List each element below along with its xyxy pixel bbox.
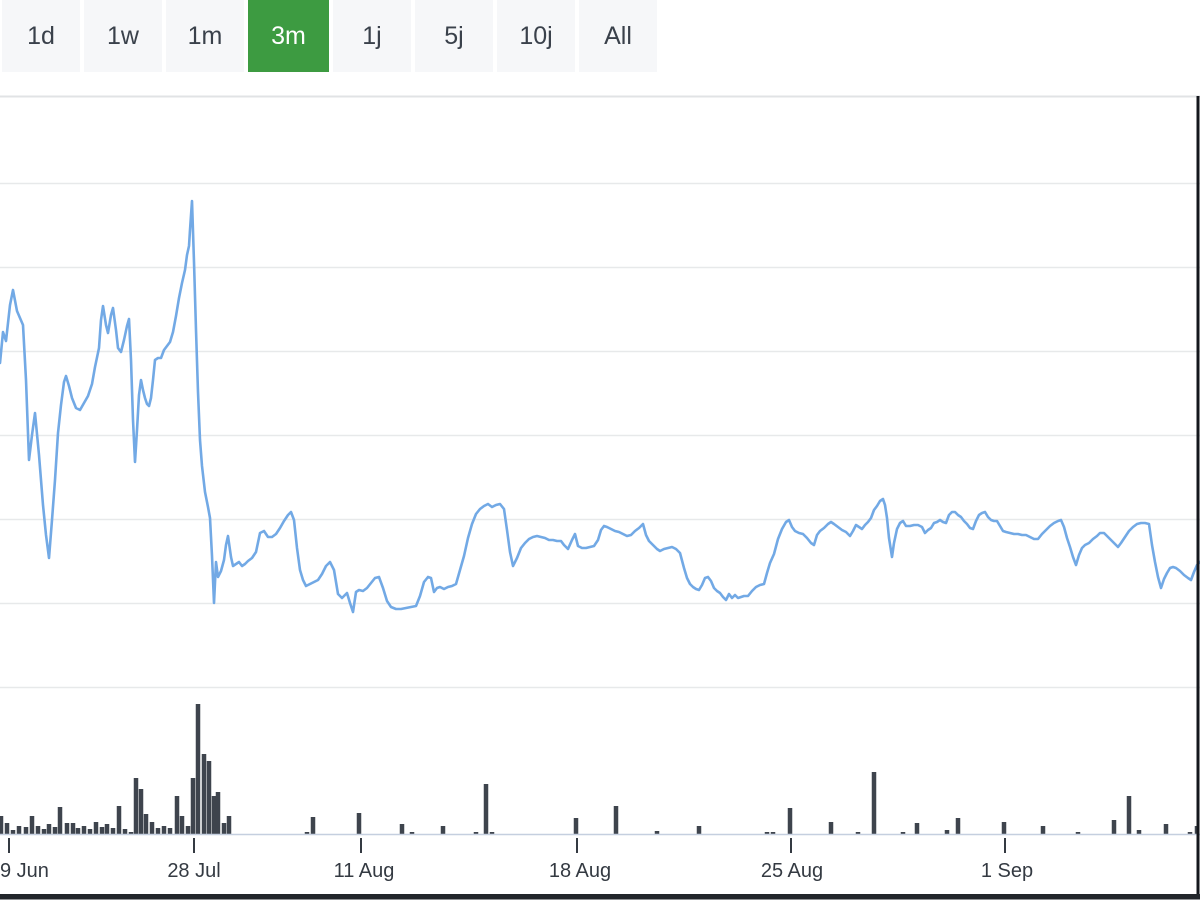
- volume-bar: [399, 824, 405, 834]
- volume-bar: [304, 832, 310, 834]
- volume-bar: [1136, 830, 1142, 834]
- volume-bar: [46, 824, 52, 834]
- volume-bar: [696, 826, 702, 834]
- x-axis-label: 1 Sep: [981, 860, 1033, 882]
- volume-bar: [215, 792, 221, 834]
- range-button-1j[interactable]: 1j: [333, 0, 411, 72]
- x-axis-label: 11 Aug: [334, 860, 395, 882]
- volume-bar: [1187, 832, 1193, 834]
- volume-bar: [914, 823, 920, 834]
- x-axis-label: 9 Jun: [0, 860, 49, 882]
- volume-bar: [133, 778, 139, 834]
- volume-bar: [201, 754, 207, 834]
- volume-bar: [226, 816, 232, 834]
- volume-bar: [1001, 822, 1007, 834]
- price-line: [0, 199, 1200, 614]
- volume-bar: [855, 832, 861, 834]
- volume-bar: [185, 826, 191, 834]
- volume-bar: [87, 829, 93, 834]
- volume-bar: [93, 822, 99, 834]
- volume-bar: [211, 796, 217, 834]
- volume-bar: [143, 814, 149, 834]
- volume-bar: [75, 828, 81, 834]
- range-button-1w[interactable]: 1w: [84, 0, 162, 72]
- volume-bar: [1111, 820, 1117, 834]
- range-button-3m[interactable]: 3m: [248, 0, 329, 72]
- volume-bar: [770, 832, 776, 834]
- volume-bar: [116, 806, 122, 834]
- volume-bar: [473, 832, 479, 834]
- volume-bar: [0, 816, 4, 834]
- volume-bar: [440, 826, 446, 834]
- volume-bar: [900, 832, 906, 834]
- volume-bar: [483, 784, 489, 834]
- volume-bar: [1040, 826, 1046, 834]
- volume-bar: [654, 831, 660, 834]
- volume-bar: [195, 704, 201, 834]
- bottom-bar: [0, 894, 1200, 900]
- range-button-10j[interactable]: 10j: [497, 0, 575, 72]
- volume-bar: [70, 823, 76, 834]
- volume-bar: [828, 822, 834, 834]
- volume-bar: [944, 830, 950, 834]
- volume-bar: [41, 829, 47, 834]
- volume-bar: [310, 817, 316, 834]
- volume-bar: [29, 816, 35, 834]
- volume-bar: [4, 823, 10, 834]
- volume-bar: [1163, 824, 1169, 834]
- range-button-5j[interactable]: 5j: [415, 0, 493, 72]
- volume-bar: [787, 808, 793, 834]
- volume-bar: [149, 822, 155, 834]
- volume-bar: [138, 789, 144, 834]
- x-axis-label: 28 Jul: [167, 860, 220, 882]
- volume-bar: [128, 832, 134, 834]
- volume-bar: [110, 828, 116, 834]
- x-axis-label: 18 Aug: [549, 860, 611, 882]
- volume-bar: [613, 806, 619, 834]
- volume-bar: [155, 828, 161, 834]
- volume-bar: [1075, 832, 1081, 834]
- volume-bar: [356, 813, 362, 834]
- volume-bar: [52, 827, 58, 834]
- volume-bar: [190, 778, 196, 834]
- range-selector: 1d 1w 1m 3m 1j 5j 10j All: [2, 0, 657, 72]
- volume-bar: [409, 832, 415, 834]
- volume-bar: [573, 818, 579, 834]
- volume-bar: [174, 796, 180, 834]
- volume-bar: [104, 824, 110, 834]
- volume-bar: [764, 832, 770, 834]
- volume-bar: [99, 827, 105, 834]
- volume-bar: [16, 826, 22, 834]
- volume-bar: [489, 832, 495, 834]
- volume-bar: [871, 772, 877, 834]
- chart-right-border: [1196, 96, 1200, 899]
- volume-bar: [10, 830, 16, 834]
- volume-bar: [167, 828, 173, 834]
- volume-bar: [955, 818, 961, 834]
- volume-bar: [64, 823, 70, 834]
- range-button-1m[interactable]: 1m: [166, 0, 244, 72]
- volume-bar: [161, 826, 167, 834]
- volume-bar: [179, 816, 185, 834]
- range-button-all[interactable]: All: [579, 0, 657, 72]
- x-axis-label: 25 Aug: [761, 860, 823, 882]
- volume-bar: [206, 761, 212, 834]
- volume-bar: [35, 826, 41, 834]
- volume-bar: [122, 829, 128, 834]
- volume-bar: [221, 823, 227, 834]
- volume-bar: [81, 826, 87, 834]
- range-button-1d[interactable]: 1d: [2, 0, 80, 72]
- volume-bar: [1126, 796, 1132, 834]
- volume-bar: [23, 827, 29, 834]
- volume-bar: [57, 807, 63, 834]
